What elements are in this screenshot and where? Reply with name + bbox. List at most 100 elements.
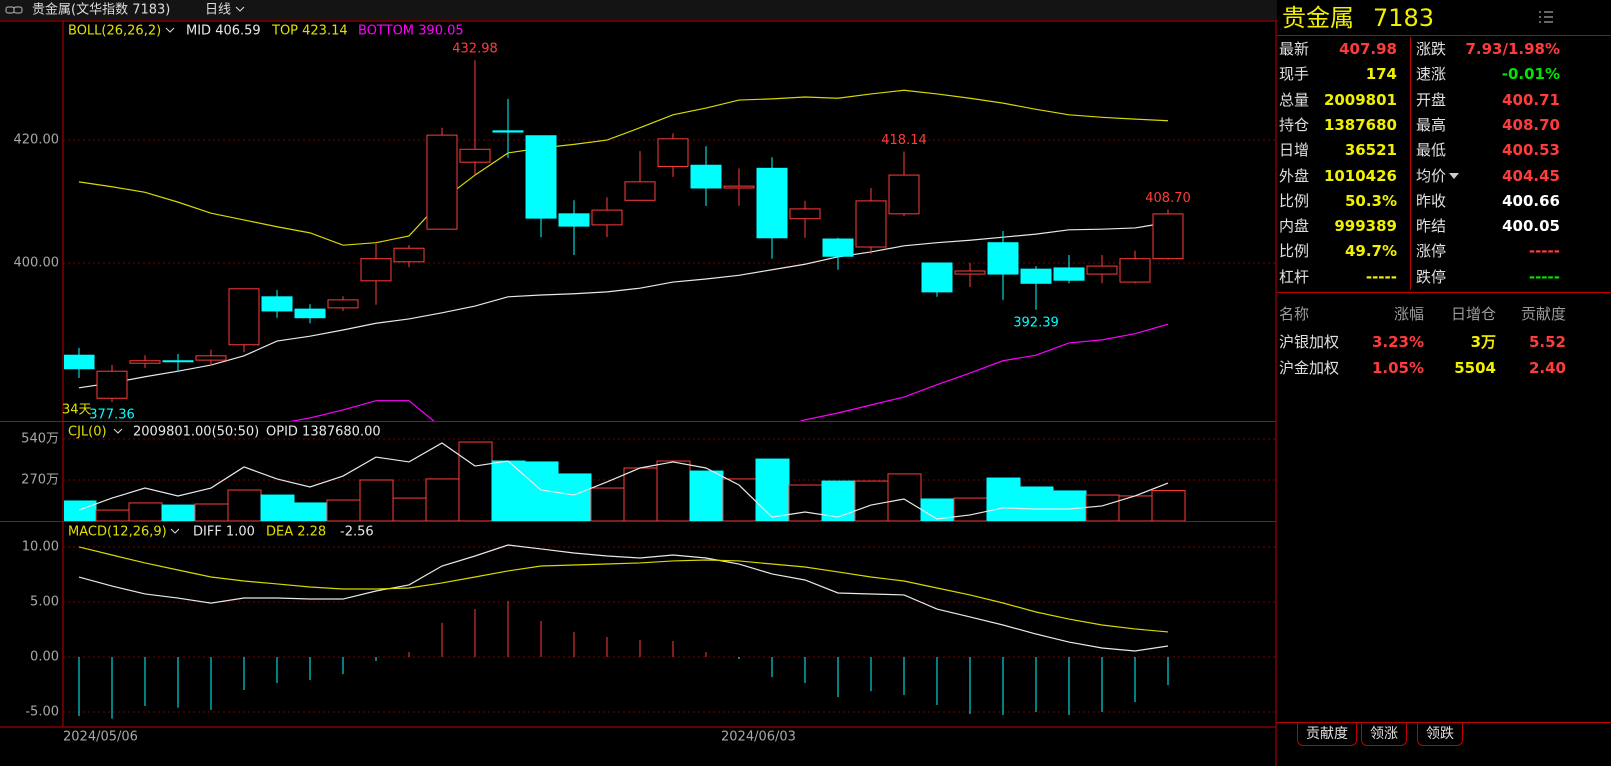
volume-bar: [656, 460, 691, 521]
quote-label: 外盘: [1279, 166, 1310, 185]
chevron[interactable]: [235, 6, 245, 12]
quote-value: -----: [1365, 267, 1397, 286]
volume-bar: [755, 458, 790, 521]
divider: [1277, 35, 1611, 36]
quote-label: 速涨: [1416, 65, 1447, 84]
candle-body: [195, 355, 227, 361]
volume-bar: [161, 504, 196, 521]
line: [78, 89, 1169, 246]
candle-body: [426, 134, 458, 230]
contrib-value: 3.23%: [1371, 333, 1424, 351]
quote-label: 昨收: [1416, 191, 1447, 210]
quote-label: 最新: [1279, 40, 1310, 58]
y-tick-label: 5.00: [30, 594, 59, 609]
volume-bar: [293, 502, 328, 521]
column-header: 贡献度: [1520, 305, 1566, 323]
candle-body: [492, 130, 524, 133]
window-title: 贵金属(文华指数 7183): [32, 2, 170, 18]
quote-value: 2009801: [1323, 90, 1397, 109]
chevron[interactable]: [165, 27, 175, 33]
tab[interactable]: 领涨: [1361, 723, 1407, 746]
tab[interactable]: 贡献度: [1297, 723, 1357, 746]
quote-value: 400.66: [1502, 191, 1560, 210]
y-tick-label: -5.00: [25, 705, 59, 720]
boll-indicator[interactable]: BOLL(26,26,2): [68, 24, 161, 39]
sort-arrow[interactable]: [1449, 173, 1460, 179]
y-tick-label: 540万: [21, 432, 59, 447]
volume-bar: [1151, 489, 1186, 521]
quote-label: 涨跌: [1416, 40, 1447, 58]
quote-label: 比例: [1279, 191, 1310, 210]
column-header: 日增仓: [1450, 305, 1496, 323]
line: [78, 544, 1169, 652]
candle-body: [591, 209, 623, 226]
period-selector[interactable]: 日线: [205, 3, 231, 18]
quote-label: 杠杆: [1279, 267, 1310, 286]
quote-label: 涨停: [1416, 242, 1447, 261]
volume-bar: [854, 480, 889, 521]
candle-body: [360, 258, 392, 282]
volume-bar: [689, 470, 724, 521]
boll-top: TOP 423.14: [271, 24, 348, 39]
quote-value: 999389: [1334, 217, 1397, 236]
candle-body: [525, 135, 557, 219]
volume-bar: [821, 480, 856, 521]
quote-label: 持仓: [1279, 115, 1310, 134]
volume-bar: [623, 467, 658, 521]
candle-body: [1119, 258, 1151, 283]
menu-icon[interactable]: [1537, 10, 1557, 26]
tab[interactable]: 领跌: [1417, 723, 1463, 746]
candle-body: [657, 138, 689, 167]
instrument-name: 贵金属: [1282, 4, 1354, 32]
volume-bar: [986, 477, 1021, 521]
quote-value: 400.71: [1502, 90, 1560, 109]
quote-value: -----: [1528, 242, 1560, 261]
volume-bar: [95, 509, 130, 521]
quote-value: -0.01%: [1501, 65, 1560, 84]
quote-label: 总量: [1279, 90, 1310, 109]
dea-value: DEA 2.28: [266, 525, 326, 540]
quote-panel: 贵金属 7183 最新 407.98 涨跌 7.93/1.98% 现手 174 速涨 -0.0…: [1277, 0, 1611, 766]
y-tick-label: 0.00: [30, 650, 59, 665]
candle-body: [558, 213, 590, 227]
volume-bar: [1019, 486, 1054, 521]
volume-bar: [953, 497, 988, 521]
candle-body: [855, 200, 887, 248]
volume-bar: [1118, 495, 1153, 521]
contrib-value: 5.52: [1528, 333, 1566, 351]
line: [78, 546, 1169, 633]
quote-label: 比例: [1279, 242, 1310, 261]
column-header: 涨幅: [1393, 305, 1424, 323]
candle-body: [921, 262, 953, 293]
contrib-value: 3万: [1470, 333, 1496, 351]
quote-label: 最高: [1416, 115, 1447, 134]
y-tick-label: 10.00: [22, 539, 59, 554]
candle-body: [459, 148, 491, 163]
macd-value: -2.56: [340, 525, 374, 540]
link-icon: [5, 6, 23, 14]
macd-indicator[interactable]: MACD(12,26,9): [68, 525, 167, 540]
quote-value: 1010426: [1323, 166, 1397, 185]
volume-bar: [590, 487, 625, 521]
line: [78, 221, 1169, 389]
divider: [1410, 37, 1411, 290]
volume-bar: [1085, 494, 1120, 521]
divider: [1277, 722, 1611, 723]
contrib-name: 沪金加权: [1279, 359, 1340, 377]
price-annotation: 418.14: [881, 133, 927, 148]
quote-value: 400.53: [1502, 141, 1560, 160]
candle-body: [393, 247, 425, 263]
quote-value: 1387680: [1323, 115, 1397, 134]
cjl-indicator[interactable]: CJL(0): [68, 425, 107, 440]
quote-value: 400.05: [1502, 217, 1560, 236]
line: [78, 442, 1169, 520]
y-tick-label: 420.00: [14, 133, 60, 148]
chevron[interactable]: [113, 428, 123, 434]
quote-value: 49.7%: [1344, 242, 1397, 261]
opid-value: OPID 1387680.00: [266, 425, 381, 440]
chart-area: 贵金属(文华指数 7183) 日线 BOLL(26,26,2) MID 406.…: [0, 0, 1277, 766]
candle-body: [822, 238, 854, 257]
divider: [1277, 292, 1611, 293]
chevron[interactable]: [170, 528, 180, 534]
